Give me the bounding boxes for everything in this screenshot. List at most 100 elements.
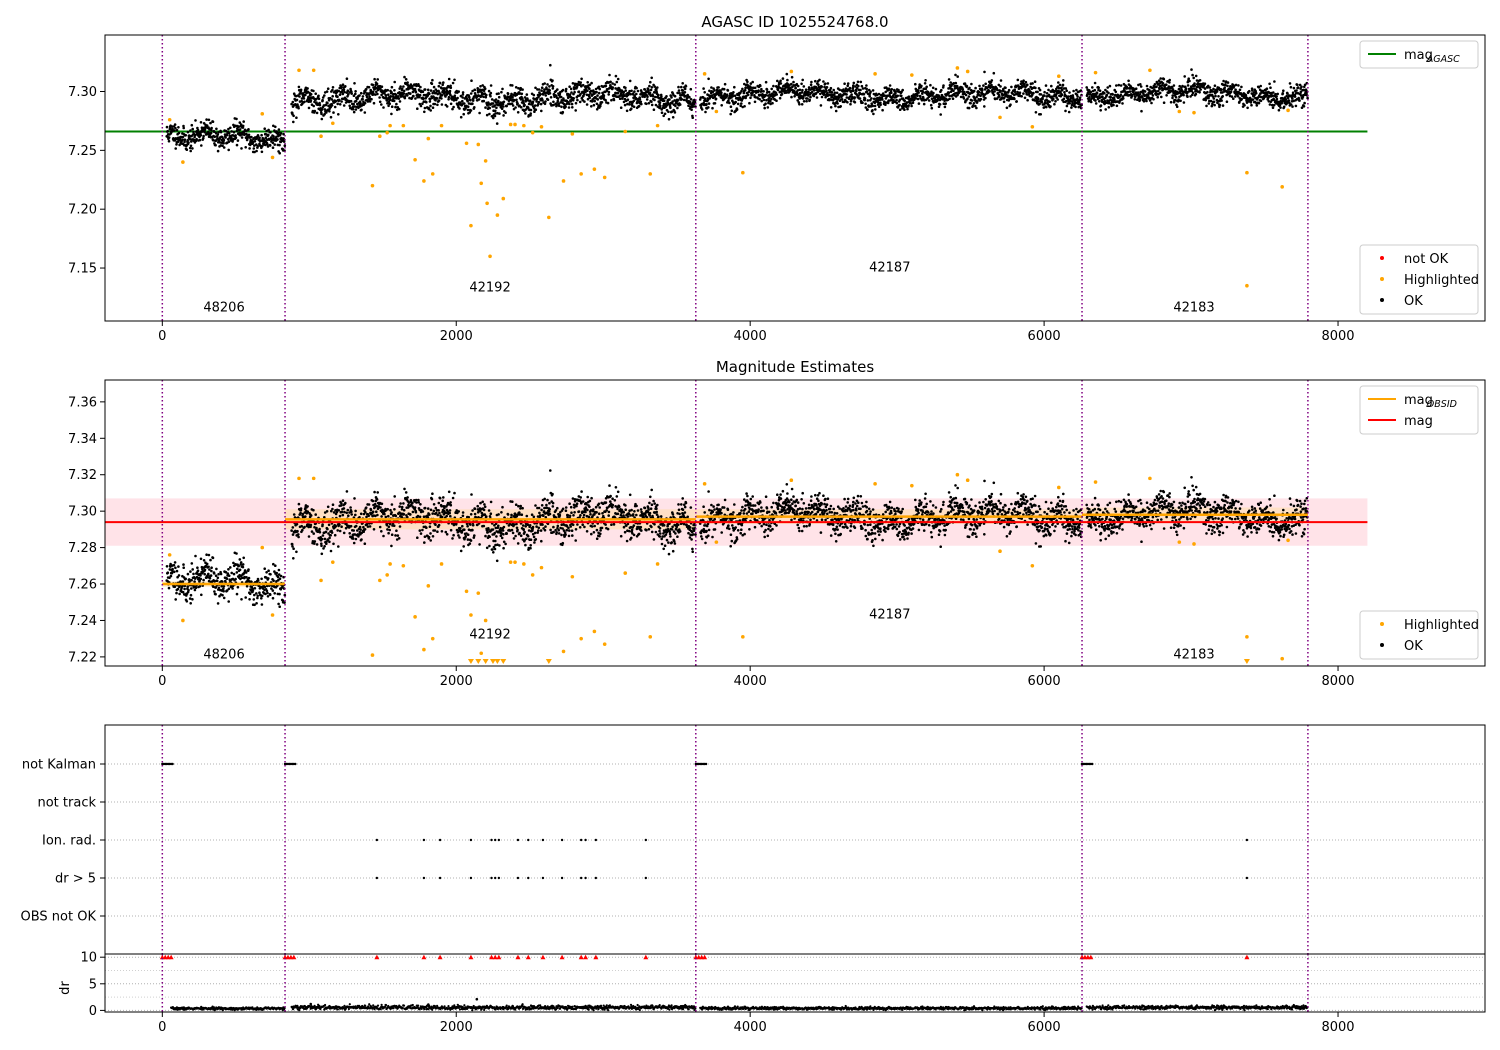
ok-point xyxy=(572,97,575,100)
obsid-label: 42192 xyxy=(469,281,510,296)
ok-point xyxy=(329,534,333,537)
ok-point xyxy=(1134,95,1137,99)
ok-point xyxy=(437,99,441,102)
ok-point xyxy=(1296,86,1300,89)
ok-point xyxy=(809,95,812,99)
ok-point xyxy=(739,104,742,108)
ok-point xyxy=(680,85,683,89)
ok-point xyxy=(700,108,704,111)
ok-point xyxy=(271,589,275,592)
ok-point xyxy=(278,605,282,608)
ok-point xyxy=(189,602,192,605)
ok-point xyxy=(518,104,521,107)
ok-point xyxy=(444,95,447,98)
ok-point xyxy=(345,490,349,493)
ok-point xyxy=(398,525,402,528)
ok-point xyxy=(631,92,635,95)
ok-point xyxy=(733,85,736,89)
ok-point xyxy=(390,112,393,116)
ok-point xyxy=(350,513,354,516)
ok-point xyxy=(227,131,231,135)
ok-point xyxy=(658,106,662,110)
ok-point xyxy=(1172,100,1176,104)
ok-point xyxy=(1254,92,1258,95)
ok-point xyxy=(501,87,504,91)
ok-point xyxy=(371,83,375,87)
ok-point xyxy=(963,82,967,85)
ok-point xyxy=(1191,73,1194,77)
ok-point xyxy=(194,119,197,122)
ok-point xyxy=(386,528,389,531)
ok-point xyxy=(729,112,732,116)
ok-point xyxy=(171,567,174,571)
ok-point xyxy=(713,89,716,92)
highlighted-point xyxy=(476,142,481,147)
ok-point xyxy=(174,598,177,601)
ok-point xyxy=(378,96,381,99)
ok-point xyxy=(560,99,563,102)
ok-point xyxy=(199,574,202,577)
ok-point xyxy=(498,112,501,115)
ok-point xyxy=(639,100,643,104)
ok-point xyxy=(253,587,257,590)
ok-point xyxy=(181,138,184,142)
ok-point xyxy=(174,147,177,150)
ok-point xyxy=(175,569,179,573)
ok-point xyxy=(600,101,604,104)
ok-point xyxy=(263,567,267,570)
ok-point xyxy=(323,516,326,519)
ok-point xyxy=(527,102,531,106)
ok-point xyxy=(192,130,195,134)
ok-point xyxy=(1078,96,1082,99)
ok-point xyxy=(1287,99,1291,102)
ok-point xyxy=(579,92,582,96)
ok-point xyxy=(279,574,283,578)
ok-point xyxy=(598,87,601,91)
ok-point xyxy=(932,91,935,95)
highlighted-point xyxy=(181,160,185,164)
ok-point xyxy=(364,91,367,94)
ok-point xyxy=(760,99,763,103)
ok-point xyxy=(278,592,281,596)
ok-point xyxy=(195,137,198,141)
ok-point xyxy=(231,587,234,590)
ok-point xyxy=(837,96,841,99)
ok-point xyxy=(930,106,934,110)
ok-point xyxy=(1214,94,1217,98)
ok-point xyxy=(205,562,209,566)
ok-point xyxy=(851,95,854,99)
ok-point xyxy=(330,104,334,107)
ok-point xyxy=(871,109,874,112)
ok-point xyxy=(178,592,181,596)
ok-point xyxy=(389,95,393,98)
ok-point xyxy=(920,98,924,102)
ok-point xyxy=(422,97,425,100)
ok-point xyxy=(1064,87,1068,90)
ok-point xyxy=(1198,91,1201,94)
ok-point xyxy=(632,105,636,109)
ok-point xyxy=(1272,91,1275,94)
ok-point xyxy=(1152,97,1155,101)
ok-point xyxy=(743,88,747,92)
ok-point xyxy=(521,99,525,102)
ok-point xyxy=(181,135,185,139)
ok-point xyxy=(888,84,892,87)
ok-point xyxy=(896,94,899,98)
ok-point xyxy=(331,507,334,511)
ok-point xyxy=(1036,100,1040,103)
ok-point xyxy=(632,99,636,103)
legend-subscript: AGASC xyxy=(1426,54,1460,65)
ok-point xyxy=(323,537,327,541)
ok-point xyxy=(189,570,192,573)
ok-point xyxy=(292,120,295,124)
ok-point xyxy=(727,99,730,103)
ok-point xyxy=(256,594,260,598)
ok-point xyxy=(1172,84,1176,87)
ok-point xyxy=(366,100,370,103)
ok-point xyxy=(466,99,469,103)
ok-point xyxy=(900,94,903,98)
ok-point xyxy=(1019,82,1023,86)
ok-point xyxy=(929,83,932,87)
ok-point xyxy=(341,513,345,517)
